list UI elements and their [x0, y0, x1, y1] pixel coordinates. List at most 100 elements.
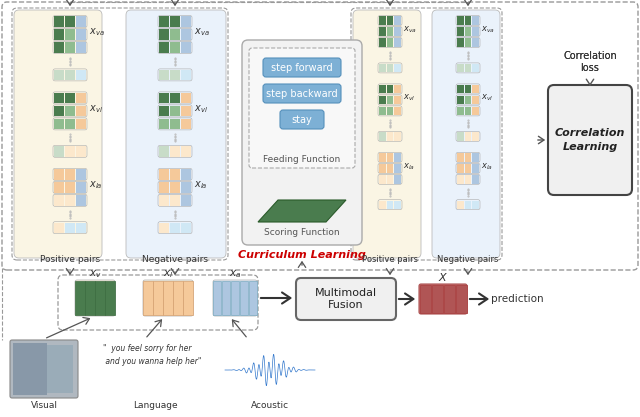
Bar: [170, 106, 180, 116]
Bar: [380, 27, 386, 36]
Bar: [394, 132, 401, 141]
Bar: [65, 16, 75, 27]
Bar: [472, 153, 479, 161]
Bar: [394, 164, 401, 173]
Bar: [458, 27, 464, 36]
Bar: [180, 182, 191, 193]
Bar: [465, 64, 472, 72]
FancyBboxPatch shape: [158, 42, 192, 53]
Bar: [387, 153, 394, 161]
Bar: [65, 195, 75, 206]
FancyBboxPatch shape: [378, 84, 402, 94]
Bar: [458, 38, 464, 47]
Bar: [13, 343, 47, 395]
Bar: [465, 175, 472, 183]
Bar: [458, 201, 464, 209]
Bar: [458, 153, 464, 161]
FancyBboxPatch shape: [53, 222, 87, 234]
Bar: [213, 281, 221, 315]
FancyBboxPatch shape: [432, 10, 500, 258]
Bar: [76, 182, 86, 193]
FancyBboxPatch shape: [158, 15, 192, 28]
Bar: [465, 38, 472, 47]
FancyBboxPatch shape: [456, 84, 480, 94]
Text: $x_a$: $x_a$: [229, 268, 241, 280]
Text: $X$: $X$: [438, 271, 448, 283]
Bar: [170, 182, 180, 193]
FancyBboxPatch shape: [158, 222, 192, 234]
Bar: [394, 201, 401, 209]
FancyBboxPatch shape: [280, 110, 324, 129]
Bar: [472, 107, 479, 115]
Bar: [394, 16, 401, 25]
Bar: [180, 169, 191, 179]
Bar: [472, 85, 479, 93]
FancyBboxPatch shape: [143, 280, 193, 316]
Bar: [170, 119, 180, 129]
FancyBboxPatch shape: [53, 105, 87, 117]
FancyBboxPatch shape: [378, 106, 402, 116]
FancyBboxPatch shape: [213, 280, 257, 316]
Text: $x_l$: $x_l$: [163, 268, 173, 280]
Bar: [180, 16, 191, 27]
FancyBboxPatch shape: [378, 63, 402, 73]
Text: Correlation
Learning: Correlation Learning: [555, 128, 625, 152]
Bar: [65, 119, 75, 129]
Bar: [180, 106, 191, 116]
Bar: [380, 132, 386, 141]
Bar: [472, 38, 479, 47]
FancyBboxPatch shape: [158, 92, 192, 104]
Bar: [180, 119, 191, 129]
Bar: [465, 201, 472, 209]
Bar: [170, 195, 180, 206]
FancyBboxPatch shape: [249, 48, 355, 168]
Bar: [180, 70, 191, 80]
Text: $x_{va}$: $x_{va}$: [403, 24, 417, 35]
Polygon shape: [258, 200, 346, 222]
Bar: [76, 16, 86, 27]
Bar: [431, 285, 442, 313]
Text: Negative pairs: Negative pairs: [142, 256, 208, 264]
Bar: [159, 16, 170, 27]
Bar: [387, 64, 394, 72]
FancyBboxPatch shape: [53, 168, 87, 180]
Bar: [159, 93, 170, 103]
Bar: [465, 153, 472, 161]
Bar: [380, 38, 386, 47]
Bar: [380, 107, 386, 115]
Bar: [458, 16, 464, 25]
Text: Positive pairs: Positive pairs: [40, 256, 100, 264]
Bar: [54, 42, 65, 53]
Bar: [76, 119, 86, 129]
Bar: [394, 153, 401, 161]
Bar: [76, 146, 86, 156]
FancyBboxPatch shape: [456, 174, 480, 184]
Bar: [458, 64, 464, 72]
Bar: [465, 95, 472, 104]
Text: "  you feel sorry for her
 and you wanna help her": " you feel sorry for her and you wanna h…: [103, 344, 202, 366]
Bar: [65, 223, 75, 233]
FancyBboxPatch shape: [353, 10, 421, 258]
Bar: [65, 169, 75, 179]
Bar: [472, 132, 479, 141]
Bar: [387, 132, 394, 141]
FancyBboxPatch shape: [75, 280, 115, 316]
FancyBboxPatch shape: [242, 40, 362, 245]
Bar: [159, 169, 170, 179]
FancyBboxPatch shape: [126, 10, 226, 258]
Bar: [380, 164, 386, 173]
Bar: [231, 281, 239, 315]
Text: Multimodal
Fusion: Multimodal Fusion: [315, 288, 377, 310]
FancyBboxPatch shape: [158, 145, 192, 157]
FancyBboxPatch shape: [378, 27, 402, 37]
Bar: [472, 64, 479, 72]
Bar: [159, 119, 170, 129]
FancyBboxPatch shape: [456, 38, 480, 48]
FancyBboxPatch shape: [456, 106, 480, 116]
FancyBboxPatch shape: [378, 200, 402, 210]
Bar: [180, 29, 191, 40]
Bar: [159, 195, 170, 206]
Bar: [458, 175, 464, 183]
Text: $x_{va}$: $x_{va}$: [89, 27, 105, 38]
Bar: [465, 16, 472, 25]
